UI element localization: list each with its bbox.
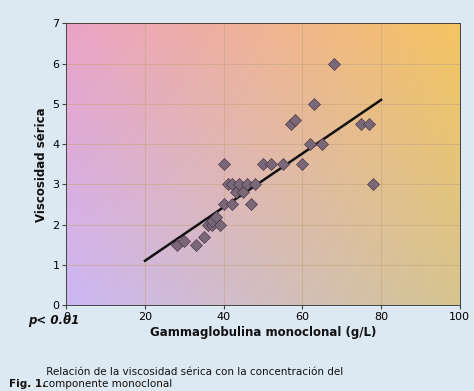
- Point: [220, 161, 228, 167]
- Point: [228, 181, 236, 187]
- Point: [310, 101, 318, 107]
- Point: [220, 201, 228, 208]
- Point: [232, 189, 239, 196]
- Y-axis label: Viscosidad sérica: Viscosidad sérica: [35, 107, 48, 222]
- Point: [318, 141, 326, 147]
- Point: [369, 181, 377, 187]
- Point: [236, 181, 243, 187]
- X-axis label: Gammaglobulina monoclonal (g/L): Gammaglobulina monoclonal (g/L): [150, 326, 376, 339]
- Point: [208, 217, 216, 224]
- Point: [251, 181, 259, 187]
- Point: [200, 233, 208, 240]
- Point: [357, 121, 365, 127]
- Point: [299, 161, 306, 167]
- Point: [259, 161, 267, 167]
- Point: [228, 201, 236, 208]
- Point: [287, 121, 294, 127]
- Point: [181, 237, 188, 244]
- Point: [208, 221, 216, 228]
- Point: [204, 221, 212, 228]
- Point: [192, 242, 200, 248]
- Point: [247, 201, 255, 208]
- Point: [267, 161, 275, 167]
- Text: p< 0.01: p< 0.01: [27, 314, 79, 327]
- Point: [307, 141, 314, 147]
- Point: [330, 61, 337, 67]
- Point: [239, 189, 247, 196]
- Point: [224, 181, 231, 187]
- Text: Fig. 1.: Fig. 1.: [9, 379, 46, 389]
- Point: [173, 242, 180, 248]
- Point: [212, 213, 219, 220]
- Point: [244, 181, 251, 187]
- Point: [365, 121, 373, 127]
- Point: [279, 161, 286, 167]
- Text: Relación de la viscosidad sérica con la concentración del
componente monoclonal: Relación de la viscosidad sérica con la …: [43, 368, 343, 389]
- Point: [291, 117, 298, 123]
- Point: [216, 221, 224, 228]
